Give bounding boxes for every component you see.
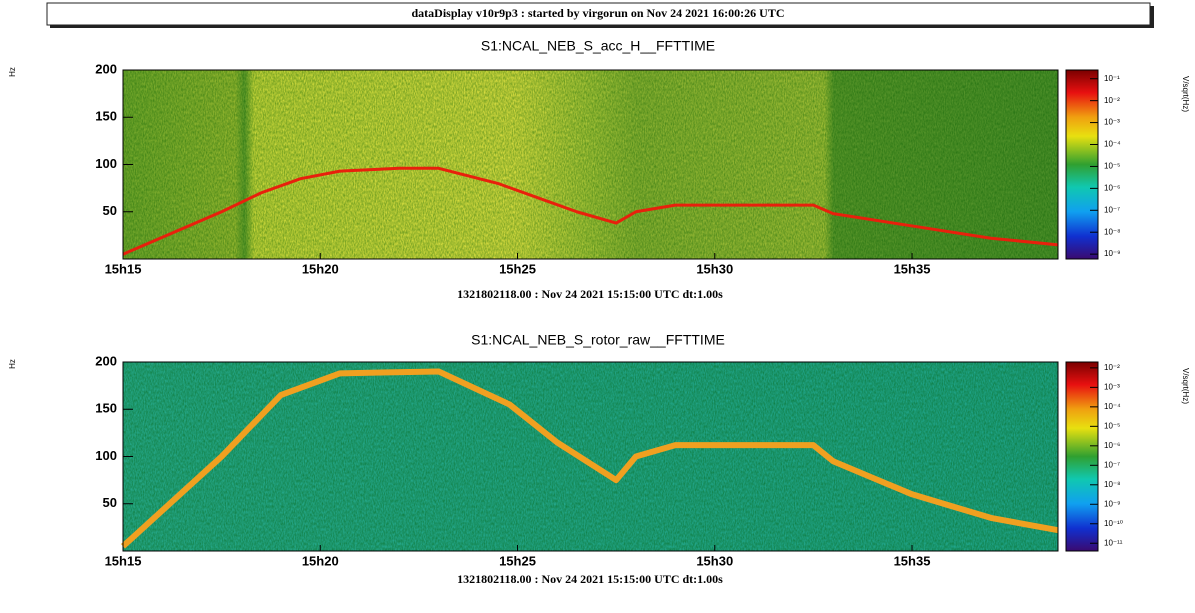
colorbar-tick-label: 10⁻²	[1104, 363, 1120, 372]
spectrogram-noise	[123, 70, 1058, 259]
colorbar-tick-label: 10⁻⁴	[1104, 140, 1121, 149]
colorbar-label: V/sqrt(Hz)	[1181, 76, 1190, 112]
colorbar-tick-label: 10⁻⁵	[1104, 421, 1120, 430]
colorbar	[1065, 361, 1099, 552]
x-tick-label: 15h15	[105, 553, 142, 568]
y-tick-label: 200	[95, 61, 117, 76]
x-tick-label: 15h20	[302, 553, 339, 568]
colorbar-tick-label: 10⁻⁷	[1104, 460, 1120, 469]
y-axis-label: Hz	[8, 359, 17, 369]
x-tick-label: 15h30	[696, 553, 733, 568]
colorbar-tick-label: 10⁻⁹	[1104, 499, 1121, 508]
x-tick-label: 15h15	[105, 261, 142, 276]
y-axis-label: Hz	[8, 67, 17, 77]
colorbar-tick-label: 10⁻⁶	[1104, 441, 1120, 450]
x-tick-label: 15h20	[302, 261, 339, 276]
y-tick-label: 100	[95, 156, 117, 171]
colorbar-tick-label: 10⁻⁵	[1104, 162, 1120, 171]
x-tick-label: 15h25	[499, 261, 536, 276]
chart-footer: 1321802118.00 : Nov 24 2021 15:15:00 UTC…	[457, 572, 723, 586]
trace-line	[122, 166, 1059, 256]
chart-title: S1:NCAL_NEB_S_rotor_raw__FFTTIME	[471, 332, 725, 348]
y-tick-label: 50	[103, 495, 117, 510]
colorbar-label: V/sqrt(Hz)	[1181, 368, 1190, 404]
colorbar-tick-label: 10⁻¹⁰	[1104, 519, 1123, 528]
x-tick-label: 15h30	[696, 261, 733, 276]
trace-line	[120, 368, 1059, 549]
colorbar-tick-label: 10⁻⁸	[1104, 227, 1121, 236]
colorbar-tick-label: 10⁻²	[1104, 96, 1120, 105]
colorbar-tick-label: 10⁻¹	[1104, 74, 1120, 83]
colorbar	[1065, 69, 1099, 260]
colorbar-tick-label: 10⁻⁷	[1104, 205, 1120, 214]
y-tick-label: 50	[103, 203, 117, 218]
colorbar-tick-label: 10⁻⁶	[1104, 183, 1120, 192]
colorbar-tick-label: 10⁻³	[1104, 118, 1120, 127]
banner-box	[46, 2, 1151, 26]
colorbar-tick-label: 10⁻¹¹	[1104, 538, 1123, 547]
x-tick-label: 15h35	[894, 553, 931, 568]
colorbar-tick-label: 10⁻⁸	[1104, 480, 1121, 489]
chart-footer: 1321802118.00 : Nov 24 2021 15:15:00 UTC…	[457, 287, 723, 301]
y-tick-label: 100	[95, 448, 117, 463]
chart-title: S1:NCAL_NEB_S_acc_H__FFTTIME	[481, 38, 715, 54]
colorbar-tick-label: 10⁻⁹	[1104, 249, 1121, 258]
banner-text: dataDisplay v10r9p3 : started by virgoru…	[411, 6, 784, 20]
colorbar-tick-label: 10⁻³	[1104, 382, 1120, 391]
y-tick-label: 150	[95, 401, 117, 416]
y-tick-label: 200	[95, 353, 117, 368]
x-tick-label: 15h25	[499, 553, 536, 568]
colorbar-tick-label: 10⁻⁴	[1104, 402, 1121, 411]
x-tick-label: 15h35	[894, 261, 931, 276]
y-tick-label: 150	[95, 109, 117, 124]
spectrogram-noise	[123, 362, 1058, 551]
